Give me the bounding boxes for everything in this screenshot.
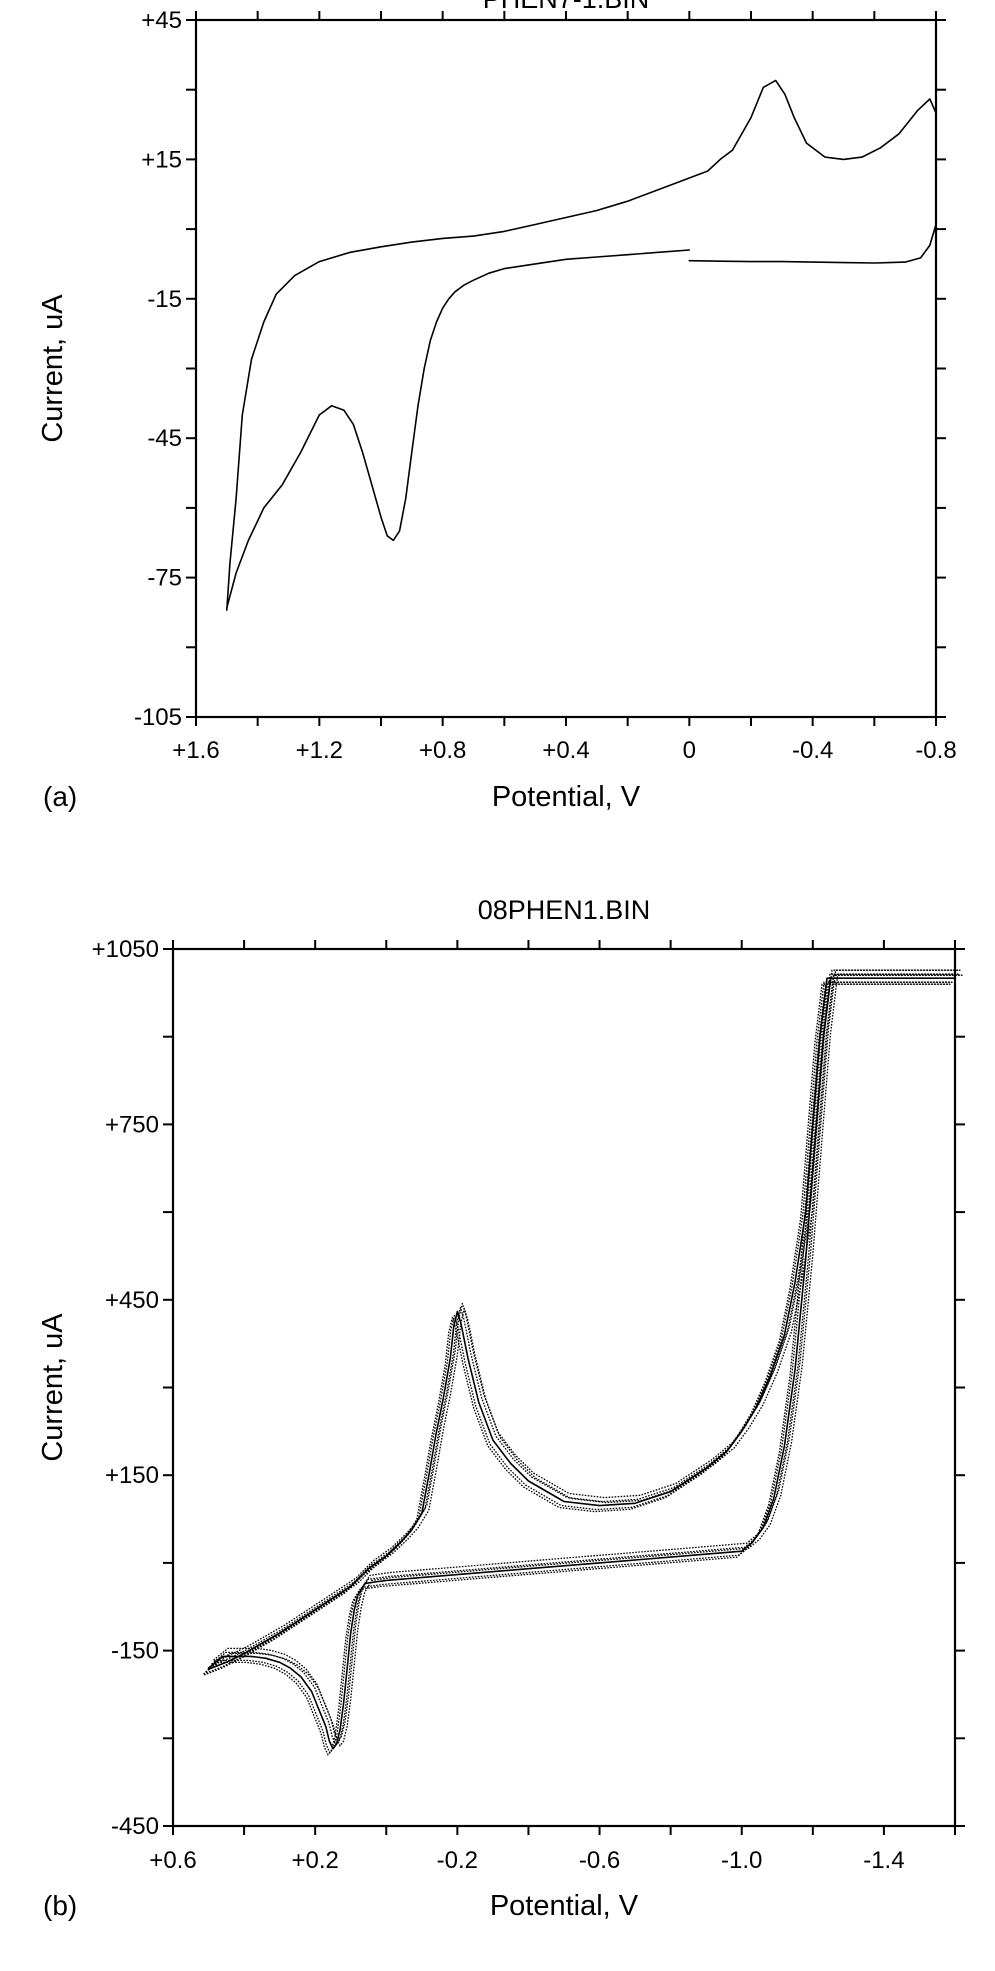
- x-tick-label: +1.2: [296, 737, 343, 764]
- y-tick-label: -75: [147, 565, 182, 592]
- panel-b-cv-traces: [203, 969, 963, 1756]
- x-tick-label: +0.6: [149, 1847, 196, 1874]
- panel-a-chart: PHEN7-1.BIN +1.6 +1.2 +0.8 +0.4 0 -0.4 -0.8 +4…: [37, 0, 957, 813]
- panel-a-plot-frame: [194, 18, 938, 719]
- y-tick-label: -150: [111, 1638, 159, 1665]
- y-tick-label: +150: [105, 1462, 159, 1489]
- x-tick-label: 0: [683, 737, 696, 764]
- y-tick-label: +15: [141, 146, 182, 173]
- x-tick-label: -1.0: [721, 1847, 762, 1874]
- x-tick-label: +0.4: [542, 737, 589, 764]
- x-tick-label: +0.2: [291, 1847, 338, 1874]
- y-tick-label: +1050: [92, 936, 159, 963]
- y-tick-label: -15: [147, 286, 182, 313]
- y-tick-label: +45: [141, 7, 182, 34]
- panel-a-label: (a): [43, 781, 77, 812]
- x-tick-label: -0.2: [437, 1847, 478, 1874]
- panel-a-x-axis: +1.6 +1.2 +0.8 +0.4 0 -0.4 -0.8: [172, 11, 957, 764]
- x-tick-label: -0.4: [792, 737, 833, 764]
- panel-a-cv-trace: [226, 79, 937, 611]
- panel-b-chart: 08PHEN1.BIN +0.6 +0.2 -0.2 -0.6 -1.0 -1.4 +10…: [37, 895, 965, 1922]
- panel-b-plot-frame: [171, 947, 957, 1828]
- panel-a-x-axis-label: Potential, V: [492, 781, 641, 813]
- cv-cycle-trace: [215, 974, 963, 1747]
- panel-b-title: 08PHEN1.BIN: [478, 895, 651, 925]
- y-tick-label: -450: [111, 1813, 159, 1840]
- panel-b-label: (b): [43, 1890, 77, 1921]
- cv-cycle-trace: [207, 977, 956, 1750]
- y-tick-label: -105: [134, 704, 182, 731]
- panel-b-y-axis-label: Current, uA: [37, 1313, 69, 1462]
- panel-a-title: PHEN7-1.BIN: [483, 0, 650, 14]
- x-tick-label: +1.6: [172, 737, 219, 764]
- panel-b-x-axis: +0.6 +0.2 -0.2 -0.6 -1.0 -1.4: [149, 940, 956, 1874]
- x-tick-label: -0.6: [579, 1847, 620, 1874]
- cv-cycle-trace: [205, 981, 953, 1754]
- y-tick-label: +750: [105, 1111, 159, 1138]
- cv-cycle-trace: [203, 983, 951, 1756]
- panel-a-y-axis: +45 +15 -15 -45 -75 -105: [134, 7, 946, 731]
- panel-a-y-axis-label: Current, uA: [37, 294, 69, 443]
- panel-b-y-axis: +1050 +750 +450 +150 -150 -450: [92, 936, 965, 1840]
- y-tick-label: +450: [105, 1287, 159, 1314]
- y-tick-label: -45: [147, 425, 182, 452]
- x-tick-label: +0.8: [419, 737, 466, 764]
- x-tick-label: -1.4: [863, 1847, 904, 1874]
- panel-b-x-axis-label: Potential, V: [490, 1890, 639, 1922]
- x-tick-label: -0.8: [915, 737, 956, 764]
- cv-cycle-trace: [213, 969, 961, 1742]
- cv-cycle-trace: [211, 973, 959, 1746]
